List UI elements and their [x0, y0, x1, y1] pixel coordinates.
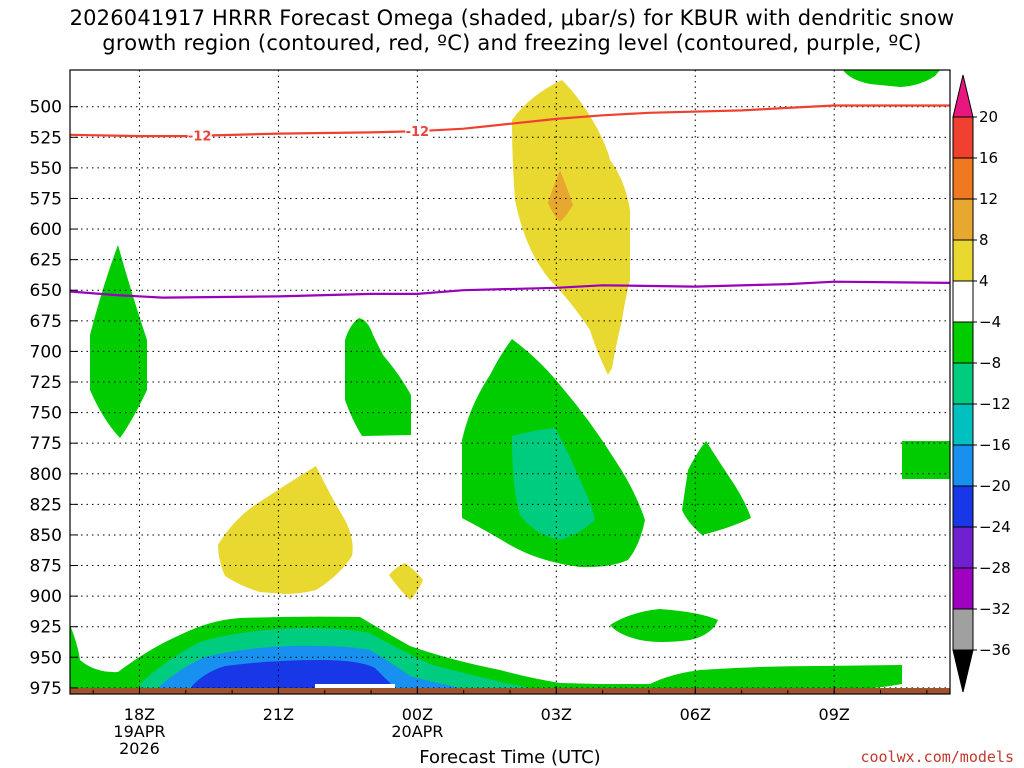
y-tick-label: 950	[30, 648, 62, 668]
x-tick-label: 21Z	[263, 705, 294, 724]
colorbar-tick-label: 8	[979, 231, 989, 249]
colorbar: 20 16 12 8 4 −4 −8 −12 −16 −20 −24 −28 −32 −36	[952, 74, 1011, 693]
colorbar-tick-label: −16	[979, 436, 1011, 454]
colorbar-tick-label: −20	[979, 477, 1011, 495]
terrain-white-patch	[315, 684, 395, 688]
y-tick-label: 900	[30, 587, 62, 607]
colorbar-tick-label: −8	[979, 354, 1001, 372]
colorbar-tick-label: 20	[979, 108, 998, 126]
orange-shade-core	[548, 170, 573, 222]
y-tick-label: 875	[30, 557, 62, 577]
colorbar-bottom-arrow	[952, 649, 974, 693]
freezing-level-0C-contour	[70, 280, 950, 299]
colorbar-segment	[952, 403, 974, 446]
y-tick-label: 925	[30, 618, 62, 638]
contour-label: -12	[188, 130, 212, 145]
colorbar-segment	[952, 280, 974, 323]
colorbar-tick-label: 16	[979, 149, 998, 167]
y-tick-label: 700	[30, 342, 62, 362]
y-tick-label: 625	[30, 251, 62, 271]
green-shade-right-edge	[902, 441, 950, 479]
y-tick-label: 500	[30, 98, 62, 118]
colorbar-segment	[952, 116, 974, 159]
contour-layer: -12 -12	[70, 104, 950, 299]
y-tick-label: 775	[30, 434, 62, 454]
colorbar-tick-label: −28	[979, 559, 1011, 577]
colorbar-tick-label: 4	[979, 272, 989, 290]
credit-text: coolwx.com/models	[860, 748, 1014, 766]
colorbar-tick-label: −4	[979, 313, 1001, 331]
dendritic-12C-contour	[70, 104, 950, 138]
y-tick-label: 600	[30, 220, 62, 240]
y-tick-label: 725	[30, 373, 62, 393]
x-tick-date-label: 20APR	[391, 722, 443, 741]
green-shade-06z	[682, 441, 751, 535]
y-tick-label: 750	[30, 404, 62, 424]
x-tick-label: 03Z	[541, 705, 572, 724]
colorbar-segment	[952, 239, 974, 282]
colorbar-tick-label: −36	[979, 641, 1011, 659]
green-shade-900mb-lens	[610, 609, 718, 642]
yellow-shade-small-00z	[389, 563, 423, 600]
contour-label: -12	[406, 125, 430, 140]
colorbar-segment	[952, 157, 974, 200]
y-tick-label: 850	[30, 526, 62, 546]
colorbar-tick-label: −24	[979, 518, 1011, 536]
x-tick-label: 09Z	[819, 705, 850, 724]
colorbar-segment	[952, 608, 974, 651]
green-shade-top-right	[843, 70, 940, 87]
colorbar-segment	[952, 485, 974, 528]
contour-label-bg	[187, 128, 212, 143]
x-axis-label: Forecast Time (UTC)	[419, 747, 600, 768]
colorbar-segment	[952, 567, 974, 610]
yellow-shade-upper-lift	[512, 80, 630, 375]
y-tick-label: 675	[30, 312, 62, 332]
x-tick-label: 18Z	[124, 705, 155, 724]
chart-title-line-2: growth region (contoured, red, ºC) and f…	[102, 31, 922, 55]
yellow-shade-low-level	[218, 466, 353, 594]
colorbar-segment	[952, 198, 974, 241]
y-axis: 500 525 550 575 600 625 650 675 700 725 750 775 800 8…	[30, 98, 78, 699]
y-tick-label: 825	[30, 495, 62, 515]
blue-shade-surface-core	[192, 660, 395, 688]
colorbar-segment	[952, 321, 974, 364]
colorbar-tick-label: −12	[979, 395, 1011, 413]
green-shade-left-column	[90, 245, 147, 438]
colorbar-segment	[952, 526, 974, 569]
y-tick-label: 550	[30, 159, 62, 179]
contour-label-bg	[405, 124, 430, 139]
y-tick-label: 800	[30, 465, 62, 485]
x-tick-label: 00Z	[402, 705, 433, 724]
y-tick-label: 575	[30, 189, 62, 209]
colorbar-top-arrow	[952, 74, 974, 118]
colorbar-segment	[952, 444, 974, 487]
y-tick-label: 525	[30, 128, 62, 148]
x-tick-date-label: 19APR	[113, 722, 165, 741]
green-shade-near-00z	[345, 318, 411, 436]
colorbar-tick-label: −32	[979, 600, 1011, 618]
grid-lines	[70, 70, 950, 694]
x-tick-year-label: 2026	[119, 739, 160, 758]
y-tick-label: 650	[30, 281, 62, 301]
omega-shading-layer	[70, 70, 950, 694]
colorbar-tick-label: 12	[979, 190, 998, 208]
x-tick-label: 06Z	[680, 705, 711, 724]
y-tick-label: 975	[30, 679, 62, 699]
teal-shade-central	[512, 428, 595, 540]
chart-title-line-1: 2026041917 HRRR Forecast Omega (shaded, …	[69, 6, 955, 30]
colorbar-segment	[952, 362, 974, 405]
